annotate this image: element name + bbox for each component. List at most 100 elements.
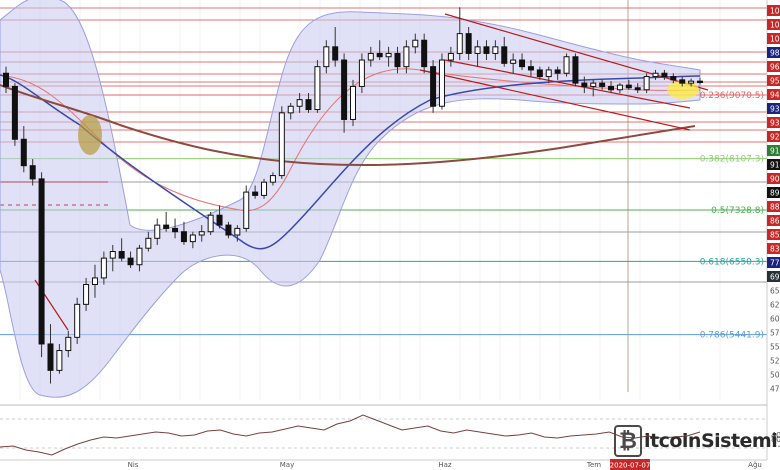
candle-body: [261, 181, 268, 196]
candle-body: [56, 350, 63, 371]
price-label-text: 65: [770, 287, 780, 296]
candle: [314, 60, 321, 113]
candle: [20, 126, 27, 173]
candle-body: [243, 191, 250, 229]
candle: [323, 40, 330, 74]
candle: [474, 40, 481, 67]
candle-body: [483, 46, 490, 54]
price-axis-label: 93: [767, 117, 780, 128]
price-axis-label: 85: [767, 229, 780, 240]
candle-body: [198, 231, 205, 236]
price-axis-label: 93: [767, 103, 780, 114]
candle: [83, 277, 90, 311]
candle: [278, 106, 285, 179]
candle: [643, 73, 650, 94]
candle: [483, 40, 490, 61]
bitcoinsistemi-logo: ₿ itcoinSistemi.com: [614, 424, 780, 458]
candle: [394, 46, 401, 74]
price-axis-label: 52: [770, 357, 780, 366]
price-label-text: 92: [770, 133, 780, 142]
candle: [287, 102, 294, 120]
candle: [376, 40, 383, 61]
candle: [189, 231, 196, 249]
price-label-box: [767, 243, 780, 254]
price-label-box: [767, 215, 780, 226]
candle-body: [225, 224, 232, 236]
candle-body: [590, 82, 597, 87]
candle-body: [91, 277, 98, 286]
candle: [599, 79, 606, 90]
price-axis-label: 94: [767, 89, 780, 100]
candle-body: [189, 234, 196, 243]
candle-body: [287, 105, 294, 114]
price-label-box: [767, 159, 780, 170]
candle: [172, 218, 179, 239]
candle: [154, 218, 161, 245]
candle: [3, 66, 9, 94]
time-axis-tick: Tem: [586, 461, 601, 469]
price-label-box: [767, 47, 780, 58]
price-axis-label: 89: [767, 187, 780, 198]
price-label-text: 83: [770, 245, 780, 254]
candle: [216, 205, 223, 229]
price-label-text: 62: [770, 301, 780, 310]
candle-body: [697, 80, 703, 83]
candle-body: [305, 99, 312, 111]
candle-body: [688, 80, 695, 84]
candle-body: [599, 82, 606, 87]
fib-label: 0.5(7328.8): [711, 206, 764, 216]
fib-label: 0.786(5441.9): [700, 331, 764, 341]
fib-label: 0.382(8107.3): [700, 155, 764, 165]
price-label-box: [767, 131, 780, 142]
candle-body: [412, 39, 419, 48]
candle-body: [536, 69, 543, 78]
candle: [492, 40, 499, 61]
price-label-text: 95: [770, 77, 780, 86]
highlight-ellipse: [78, 115, 102, 155]
fib-labels: 0.236(9070.5) 0.382(8107.3) 0.5(7328.8) 0.6…: [700, 91, 764, 341]
price-label-box: [767, 75, 780, 86]
candle: [198, 225, 205, 242]
candle: [91, 264, 98, 298]
price-axis-label: 91: [767, 145, 780, 156]
price-label-box: [767, 271, 780, 282]
rsi-area: [0, 405, 767, 460]
price-label-text: 86: [770, 217, 780, 226]
candle-body: [376, 52, 383, 58]
candle: [234, 225, 241, 242]
candle: [697, 77, 703, 85]
candle-body: [145, 237, 152, 249]
price-label-text: 10: [770, 21, 780, 30]
candle: [11, 83, 18, 146]
candle-body: [100, 257, 107, 279]
price-label-box: [767, 89, 780, 100]
highlight-ellipse: [667, 81, 699, 99]
candle: [261, 178, 268, 199]
candle-body: [278, 112, 285, 177]
date-badge-text: 2020-07-07: [610, 462, 651, 470]
candle-body: [207, 214, 214, 233]
candle-body: [74, 303, 81, 338]
candle-body: [670, 76, 677, 81]
candle-body: [581, 82, 588, 87]
candle: [634, 83, 641, 94]
price-axis-label: 91: [767, 159, 780, 170]
price-axis-label: 88: [767, 201, 780, 212]
price-axis-label: 50: [770, 371, 780, 380]
candle: [536, 66, 543, 80]
price-label-text: 52: [770, 357, 780, 366]
candle-body: [136, 247, 143, 266]
candle: [127, 251, 134, 269]
candle: [403, 40, 410, 74]
candle: [661, 69, 668, 80]
price-axis-label: 57: [770, 329, 780, 338]
candle: [296, 93, 303, 113]
candle: [421, 33, 428, 74]
candle: [590, 79, 597, 97]
price-label-text: 96: [770, 63, 780, 72]
time-axis-tick: Ağu: [748, 461, 762, 469]
candle: [243, 185, 250, 232]
price-label-box: [767, 33, 780, 44]
